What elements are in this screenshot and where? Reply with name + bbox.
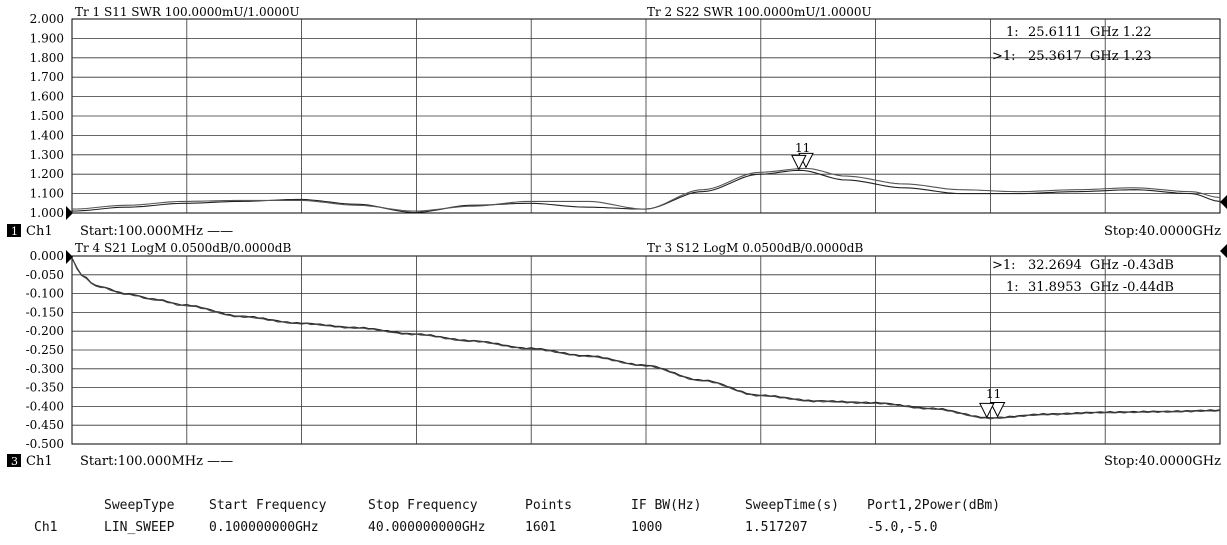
y-tick-label: 1.200 xyxy=(30,167,64,181)
y-tick-label: -0.450 xyxy=(26,418,64,432)
channel-badge xyxy=(7,224,21,237)
channel-badge-number: 3 xyxy=(11,455,18,468)
marker-group xyxy=(791,152,814,171)
grid xyxy=(72,256,1220,444)
channel-label: Ch1 xyxy=(26,454,53,469)
settings-row-label: Ch1 xyxy=(34,520,58,535)
marker-readout-frequency: 31.8953 xyxy=(1028,280,1082,295)
series-group xyxy=(71,257,1221,420)
settings-value: 1000 xyxy=(631,520,663,535)
y-axis-ticks: 0.000 -0.050 -0.100 -0.150 -0.200 -0.250 -0.30… xyxy=(26,249,64,451)
chart-panel-swr: 2.000 1.900 1.800 1.700 1.600 1.500 1.400 1.300… xyxy=(7,5,1227,239)
y-tick-label: 1.800 xyxy=(30,51,64,65)
grid xyxy=(72,19,1220,213)
stop-frequency-label: Stop:40.0000GHz xyxy=(1104,224,1221,239)
vna-display: 2.000 1.900 1.800 1.700 1.600 1.500 1.400 1.300… xyxy=(7,5,1227,469)
series-line-s12 xyxy=(71,257,1221,420)
marker-readout-value: GHz -0.43dB xyxy=(1090,258,1174,273)
y-tick-label: 1.300 xyxy=(30,148,64,162)
settings-value: 1601 xyxy=(525,520,557,535)
marker-readout-value: GHz 1.23 xyxy=(1090,49,1152,64)
y-tick-label: 2.000 xyxy=(30,12,64,26)
y-tick-label: 1.600 xyxy=(30,90,64,104)
settings-header: SweepTime(s) xyxy=(745,498,839,513)
chart-panel-logm: 0.000 -0.050 -0.100 -0.150 -0.200 -0.250 -0.30… xyxy=(7,241,1227,469)
settings-value: 40.000000000GHz xyxy=(368,520,486,535)
settings-header: IF BW(Hz) xyxy=(631,498,702,513)
series-line-s22 xyxy=(71,167,1221,212)
y-tick-label: 1.100 xyxy=(30,187,64,201)
y-tick-label: -0.200 xyxy=(26,324,64,338)
marker-group xyxy=(979,401,1006,419)
marker-readout-value: GHz -0.44dB xyxy=(1090,280,1174,295)
trace-title-right: Tr 3 S12 LogM 0.0500dB/0.0000dB xyxy=(647,241,863,255)
channel-label: Ch1 xyxy=(26,224,53,239)
marker-readout-prefix: 1: xyxy=(1006,25,1019,40)
marker-triangle xyxy=(979,402,995,419)
start-frequency-label: Start:100.000MHz —— xyxy=(80,454,233,469)
channel-settings-table: SweepType Start Frequency Stop Frequency… xyxy=(0,498,1227,543)
y-tick-label: -0.250 xyxy=(26,343,64,357)
y-tick-label: 1.500 xyxy=(30,109,64,123)
y-tick-label: -0.100 xyxy=(26,287,64,301)
reference-arrow-left xyxy=(66,206,73,220)
marker-triangle xyxy=(791,154,807,171)
settings-header: Port1,2Power(dBm) xyxy=(867,498,1001,513)
reference-arrow-left xyxy=(66,250,73,264)
trace-title-left: Tr 4 S21 LogM 0.0500dB/0.0000dB xyxy=(75,241,291,255)
settings-value: LIN_SWEEP xyxy=(104,520,175,535)
settings-header: Stop Frequency xyxy=(368,498,478,513)
marker-glyph-label: 11 xyxy=(795,141,810,155)
y-tick-label: 1.700 xyxy=(30,70,64,84)
settings-value: -5.0,-5.0 xyxy=(867,520,938,535)
marker-readout-frequency: 25.6111 xyxy=(1028,25,1082,40)
y-tick-label: 1.900 xyxy=(30,31,64,45)
y-tick-label: -0.500 xyxy=(26,437,64,451)
y-tick-label: -0.400 xyxy=(26,399,64,413)
settings-header: Points xyxy=(525,498,572,513)
marker-readout-prefix: >1: xyxy=(992,49,1016,64)
marker-readout: 1: 25.6111 GHz 1.22 >1: 25.3617 GHz 1.23 xyxy=(992,25,1152,64)
reference-arrow-right xyxy=(1220,195,1227,209)
start-frequency-label: Start:100.000MHz —— xyxy=(80,224,233,239)
y-tick-label: -0.350 xyxy=(26,381,64,395)
marker-readout-frequency: 25.3617 xyxy=(1028,49,1082,64)
settings-value: 1.517207 xyxy=(745,520,808,535)
y-tick-label: 0.000 xyxy=(30,249,64,263)
trace-title-right: Tr 2 S22 SWR 100.0000mU/1.0000U xyxy=(647,5,872,19)
y-tick-label: 1.400 xyxy=(30,128,64,142)
stop-frequency-label: Stop:40.0000GHz xyxy=(1104,454,1221,469)
marker-readout: >1: 32.2694 GHz -0.43dB 1: 31.8953 GHz -… xyxy=(992,258,1174,295)
y-tick-label: -0.050 xyxy=(26,268,64,282)
settings-header: SweepType xyxy=(104,498,175,513)
series-group xyxy=(71,167,1221,213)
reference-arrow-right xyxy=(1220,244,1227,258)
trace-title-left: Tr 1 S11 SWR 100.0000mU/1.0000U xyxy=(75,5,300,19)
settings-value: 0.100000000GHz xyxy=(209,520,319,535)
marker-readout-prefix: 1: xyxy=(1006,280,1019,295)
marker-readout-prefix: >1: xyxy=(992,258,1016,273)
y-tick-label: -0.150 xyxy=(26,305,64,319)
y-tick-label: 1.000 xyxy=(30,206,64,220)
y-tick-label: -0.300 xyxy=(26,362,64,376)
marker-readout-value: GHz 1.22 xyxy=(1090,25,1152,40)
marker-readout-frequency: 32.2694 xyxy=(1028,258,1082,273)
settings-header: Start Frequency xyxy=(209,498,327,513)
channel-badge-number: 1 xyxy=(11,225,18,238)
channel-badge xyxy=(7,454,21,467)
y-axis-ticks: 2.000 1.900 1.800 1.700 1.600 1.500 1.400 1.300… xyxy=(30,12,64,220)
marker-triangle xyxy=(989,401,1006,418)
marker-glyph-label: 11 xyxy=(986,387,1001,401)
